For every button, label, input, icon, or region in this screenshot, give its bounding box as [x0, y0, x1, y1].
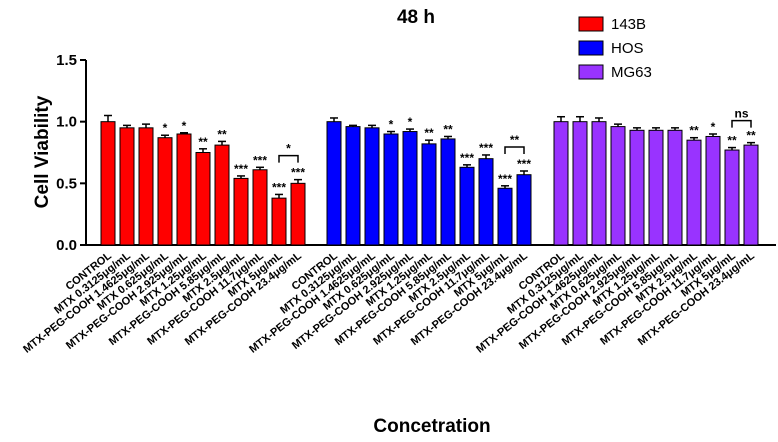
bracket-label: ns	[734, 107, 748, 121]
significance-label: ***	[479, 141, 493, 155]
series-HOS: * *** ****************	[326, 115, 532, 246]
significance-label: *	[182, 119, 187, 133]
legend-swatch-143B	[578, 16, 604, 32]
bar	[383, 133, 399, 246]
bar	[629, 129, 645, 246]
legend-swatch-MG63	[578, 64, 604, 80]
bar	[705, 135, 721, 246]
bar	[138, 127, 154, 246]
bar	[686, 139, 702, 246]
significance-label: **	[217, 127, 227, 141]
significance-label: *	[711, 120, 716, 134]
significance-label: ***	[234, 162, 248, 176]
significance-label: ***	[460, 151, 474, 165]
significance-label: ***	[498, 172, 512, 186]
significance-label: *	[408, 115, 413, 129]
bar	[572, 121, 588, 246]
bar	[271, 197, 287, 246]
bar	[176, 133, 192, 246]
bar	[421, 143, 437, 246]
comparison-bracket	[504, 146, 525, 154]
bar	[157, 137, 173, 246]
comparison-bracket	[731, 119, 752, 128]
bar	[440, 138, 456, 246]
chart-title: 48 h	[397, 7, 435, 28]
y-tick-label: 1.0	[56, 114, 77, 131]
bar	[497, 187, 513, 246]
x-axis-label: Concetration	[373, 416, 490, 437]
significance-label: **	[443, 122, 453, 136]
y-tick-label: 0.0	[56, 237, 77, 254]
bracket-label: *	[286, 142, 291, 156]
significance-label: **	[689, 124, 699, 138]
y-tick-label: 1.5	[56, 52, 77, 69]
significance-label: **	[746, 129, 756, 143]
bar	[667, 129, 683, 246]
bar	[214, 144, 230, 246]
bar	[326, 121, 342, 246]
bar	[478, 158, 494, 246]
significance-label: ***	[253, 153, 267, 167]
significance-label: *	[163, 121, 168, 135]
significance-label: *	[389, 118, 394, 132]
bar	[516, 174, 532, 246]
significance-label: **	[727, 134, 737, 148]
legend-swatch-HOS	[578, 40, 604, 56]
legend-label-HOS: HOS	[611, 40, 644, 57]
bar	[345, 126, 361, 246]
bar	[743, 144, 759, 246]
series-MG63: ** *** **ns	[553, 107, 759, 246]
bar	[648, 129, 664, 246]
bar	[459, 166, 475, 246]
bracket-label: **	[510, 133, 520, 147]
bar	[553, 121, 569, 246]
significance-label: ***	[272, 180, 286, 194]
legend-label-MG63: MG63	[611, 64, 652, 81]
y-axis-label: Cell Viability	[32, 95, 53, 208]
bar	[610, 126, 626, 246]
bar	[100, 121, 116, 246]
bars-layer: * ******************* *** *****************…	[100, 107, 759, 246]
bar	[724, 149, 740, 246]
legend-label-143B: 143B	[611, 16, 646, 33]
bar	[195, 152, 211, 246]
bar	[233, 177, 249, 246]
bar	[252, 169, 268, 246]
series-143B: * ******************	[100, 114, 306, 246]
comparison-bracket	[278, 154, 299, 163]
bar	[591, 121, 607, 246]
bar	[290, 182, 306, 246]
legend: 143B HOS MG63	[578, 16, 652, 81]
significance-label: **	[198, 135, 208, 149]
significance-label: ***	[291, 166, 305, 180]
y-tick-label: 0.5	[56, 175, 77, 192]
bar	[364, 127, 380, 246]
significance-label: ***	[517, 157, 531, 171]
bar	[402, 131, 418, 246]
bar	[119, 127, 135, 246]
significance-label: **	[424, 126, 434, 140]
